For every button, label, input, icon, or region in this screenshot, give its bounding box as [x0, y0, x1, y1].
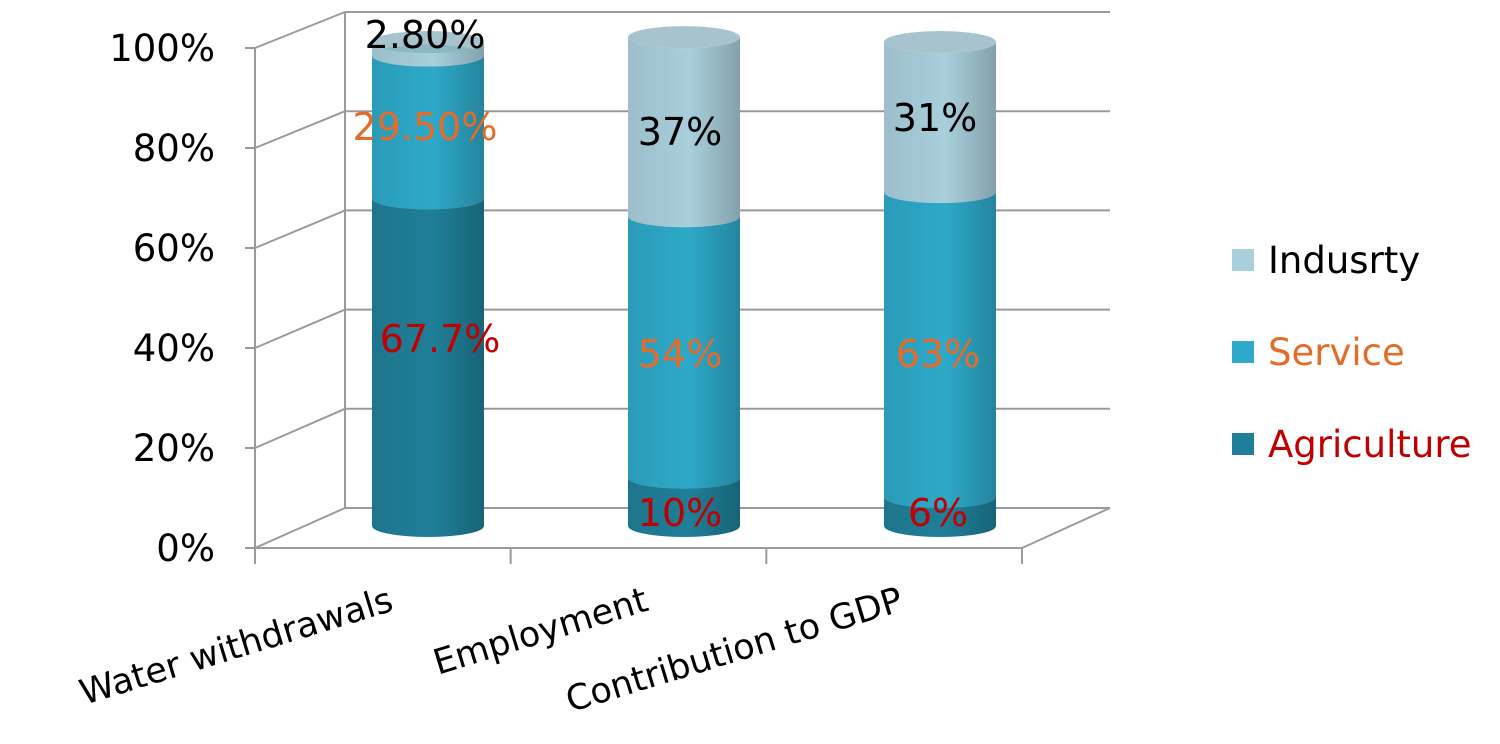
legend-label-agriculture: Agriculture [1268, 423, 1471, 466]
bar-agriculture [884, 496, 997, 537]
y-tick-label: 100% [109, 27, 215, 70]
data-labels: 67.7% 29.50% 2.80% 10% 54% 37% 6% 63% 31% [353, 13, 981, 535]
gridline-diagonal [254, 110, 346, 149]
legend-label-indusrty: Indusrty [1268, 239, 1420, 282]
bar-service [884, 192, 997, 508]
data-label-service: 54% [638, 332, 722, 376]
y-tick-label: 80% [133, 127, 215, 170]
legend-swatch-service [1232, 341, 1254, 363]
legend-swatch-indusrty [1232, 249, 1254, 271]
bar-agriculture [628, 477, 740, 537]
bar-top-indusrty [628, 26, 740, 49]
y-tick-label: 0% [156, 527, 215, 570]
x-axis: Water withdrawals EmploymentContribution … [75, 547, 1023, 721]
bar-indusrty [628, 37, 740, 228]
floor-right-edge [1021, 507, 1111, 549]
data-label-agriculture: 67.7% [380, 317, 501, 361]
data-label-indusrty: 2.80% [365, 13, 486, 57]
data-label-service: 63% [896, 332, 980, 376]
x-category-label: Water withdrawals [75, 580, 397, 713]
legend-label-service: Service [1268, 331, 1405, 374]
gridline-diagonal [254, 507, 346, 549]
gridline-diagonal [254, 11, 346, 49]
data-label-indusrty: 37% [638, 110, 722, 154]
gridline-diagonal [254, 209, 346, 249]
chart-walls [254, 12, 1111, 549]
bar-indusrty [372, 42, 485, 67]
y-tick-label: 60% [133, 227, 215, 270]
bar-agriculture [372, 198, 484, 537]
data-label-service: 29.50% [353, 105, 498, 149]
bar-indusrty [884, 42, 996, 204]
gridline-diagonal [254, 308, 346, 349]
gridline-diagonal [254, 407, 346, 449]
data-label-agriculture: 10% [638, 491, 722, 535]
bar-top-indusrty [884, 31, 996, 53]
bars [372, 26, 997, 537]
y-tick-label: 40% [133, 327, 215, 370]
data-label-indusrty: 31% [893, 96, 977, 140]
y-tick-label: 20% [133, 427, 215, 470]
legend-swatch-agriculture [1232, 433, 1254, 455]
bar-top-indusrty [372, 31, 484, 53]
data-label-agriculture: 6% [908, 491, 968, 535]
y-axis-ticks: 0% 20% 40% 60% 80% 100% [109, 27, 215, 570]
bar-service [372, 55, 485, 210]
bar-service [628, 216, 740, 489]
legend: Indusrty Service Agriculture [1232, 239, 1471, 466]
